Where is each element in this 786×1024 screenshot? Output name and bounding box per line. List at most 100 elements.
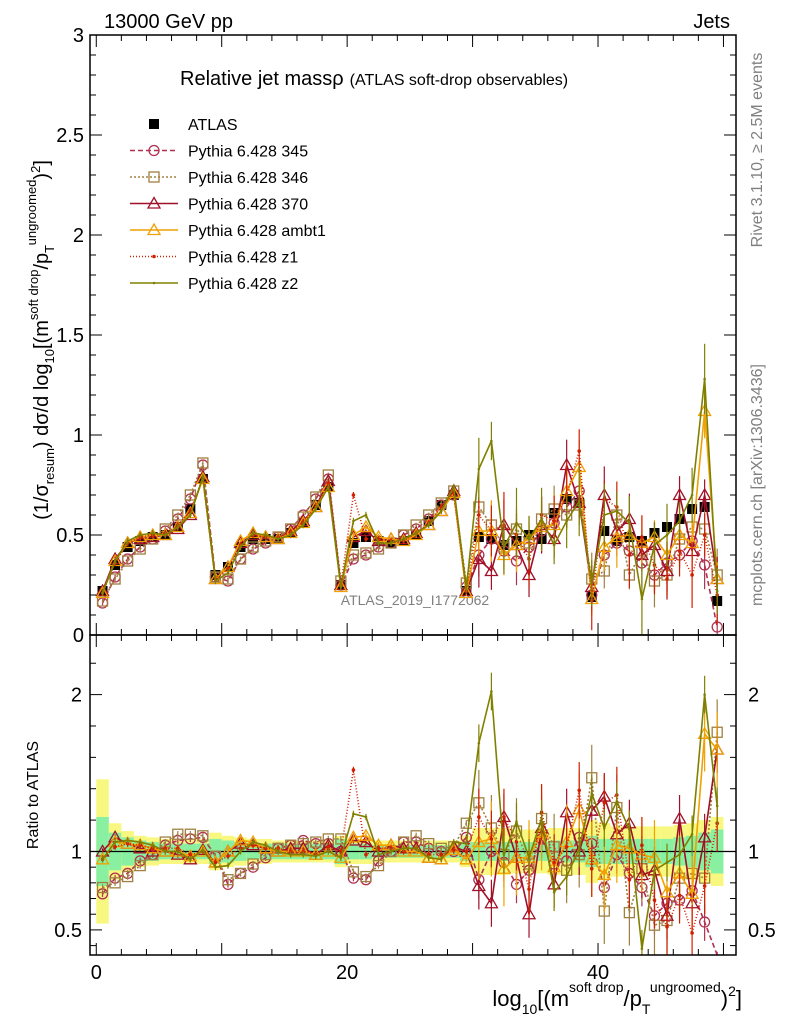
ratio-point [609, 837, 624, 851]
data-point [327, 485, 330, 489]
legend-marker [146, 196, 162, 209]
data-point [640, 597, 644, 601]
ratio-point [502, 815, 506, 819]
ratio-point [698, 916, 711, 928]
ratio-point [264, 843, 267, 847]
ratio-point [465, 842, 468, 845]
ratio-point [690, 832, 694, 836]
data-point [197, 457, 209, 469]
legend-marker [148, 144, 160, 157]
legend-label: Pythia 6.428 ambt1 [188, 223, 326, 240]
ratio-point [665, 924, 669, 929]
ratio-point [276, 850, 280, 853]
ratio-point [121, 870, 134, 883]
data-point [289, 533, 292, 537]
ratio-point [314, 854, 318, 858]
data-point [314, 507, 318, 511]
data-point [414, 531, 418, 535]
ratio-series-pythia-6-428-z2 [101, 672, 719, 955]
data-point [502, 545, 506, 549]
ratio-point [109, 877, 121, 889]
data-point [597, 539, 612, 553]
data-point [214, 579, 217, 583]
data-point [577, 499, 581, 503]
ratio-point [697, 830, 712, 843]
ratio-point [421, 850, 436, 863]
ratio-point [471, 878, 486, 892]
category-label: Jets [693, 11, 730, 33]
ratio-point [402, 847, 405, 850]
legend-label: Pythia 6.428 z2 [188, 276, 298, 293]
ratio-point [233, 833, 248, 846]
data-point [360, 547, 372, 559]
ratio-point [95, 852, 110, 865]
main-y-axis-label: (1/σresum) dσ/d log10[(msoft drop/pTungr… [24, 160, 57, 520]
data-point [326, 481, 331, 485]
ratio-point [327, 850, 330, 853]
ratio-point [289, 853, 292, 856]
data-point [702, 533, 707, 537]
series-line [101, 378, 718, 600]
ratio-point [113, 840, 117, 844]
ratio-point [396, 844, 411, 857]
ratio-point [527, 887, 531, 891]
data-point [351, 493, 356, 497]
data-point [109, 573, 121, 585]
ratio-point [678, 853, 681, 856]
legend-label: ATLAS [188, 117, 238, 134]
ratio-point [423, 837, 435, 850]
data-point [672, 487, 687, 501]
data-point [677, 549, 682, 553]
ratio-point [577, 788, 582, 793]
x-tick-label: 40 [587, 962, 609, 984]
ratio-y-tick-label: 2 [71, 685, 82, 707]
legend-entry-pythia-6-428-z2: Pythia 6.428 z2 [130, 276, 298, 293]
ratio-point [151, 843, 155, 847]
ratio-point [627, 877, 632, 882]
ratio-point [326, 844, 331, 849]
legend-entry-pythia-6-428-370: Pythia 6.428 370 [130, 196, 308, 214]
legend-entry-pythia-6-428-345: Pythia 6.428 345 [130, 144, 308, 161]
ratio-point [201, 848, 205, 852]
mcplots-label: mcplots.cern.ch [arXiv:1306.3436] [749, 364, 766, 606]
ratio-point [364, 815, 368, 819]
y-tick-label: 2.5 [56, 125, 84, 147]
ratio-point [684, 886, 700, 899]
ratio-point [515, 820, 518, 823]
y-tick-label: 3 [73, 25, 84, 47]
ratio-point [460, 817, 472, 829]
ratio-point [113, 844, 117, 849]
data-point [301, 523, 305, 527]
ratio-point [184, 828, 196, 840]
ratio-point [446, 842, 461, 856]
series-pythia-6-428-345 [96, 459, 723, 635]
ratio-y-tick-label: 0.5 [54, 920, 82, 942]
ratio-point [628, 828, 631, 831]
ratio-point [389, 850, 393, 853]
ratio-point [521, 906, 537, 920]
ratio-point [484, 895, 499, 909]
legend-marker [152, 254, 156, 259]
legend-label: Pythia 6.428 z1 [188, 250, 298, 267]
data-point [690, 573, 694, 577]
ratio-point [251, 840, 255, 844]
ratio-point [197, 830, 209, 842]
svg-text:(1/σresum) dσ/d log10[(msoft d: (1/σresum) dσ/d log10[(msoft drop/pTungr… [24, 160, 57, 520]
ratio-point [564, 844, 569, 849]
ratio-point [602, 826, 606, 830]
ratio-point [527, 856, 531, 860]
data-point [552, 543, 556, 547]
data-point [101, 591, 104, 595]
ratio-point [358, 834, 374, 848]
ratio-point [659, 884, 675, 898]
ratio-y-tick-label-right: 1 [748, 841, 759, 863]
ratio-point [358, 828, 374, 841]
ratio-point [213, 860, 218, 865]
ratio-point [502, 853, 506, 856]
ratio-point [95, 844, 110, 857]
ratio-point [490, 690, 493, 693]
title-main: Relative jet massρ [180, 68, 344, 90]
ratio-point [451, 848, 456, 852]
data-point [138, 533, 142, 537]
data-point [715, 589, 719, 593]
